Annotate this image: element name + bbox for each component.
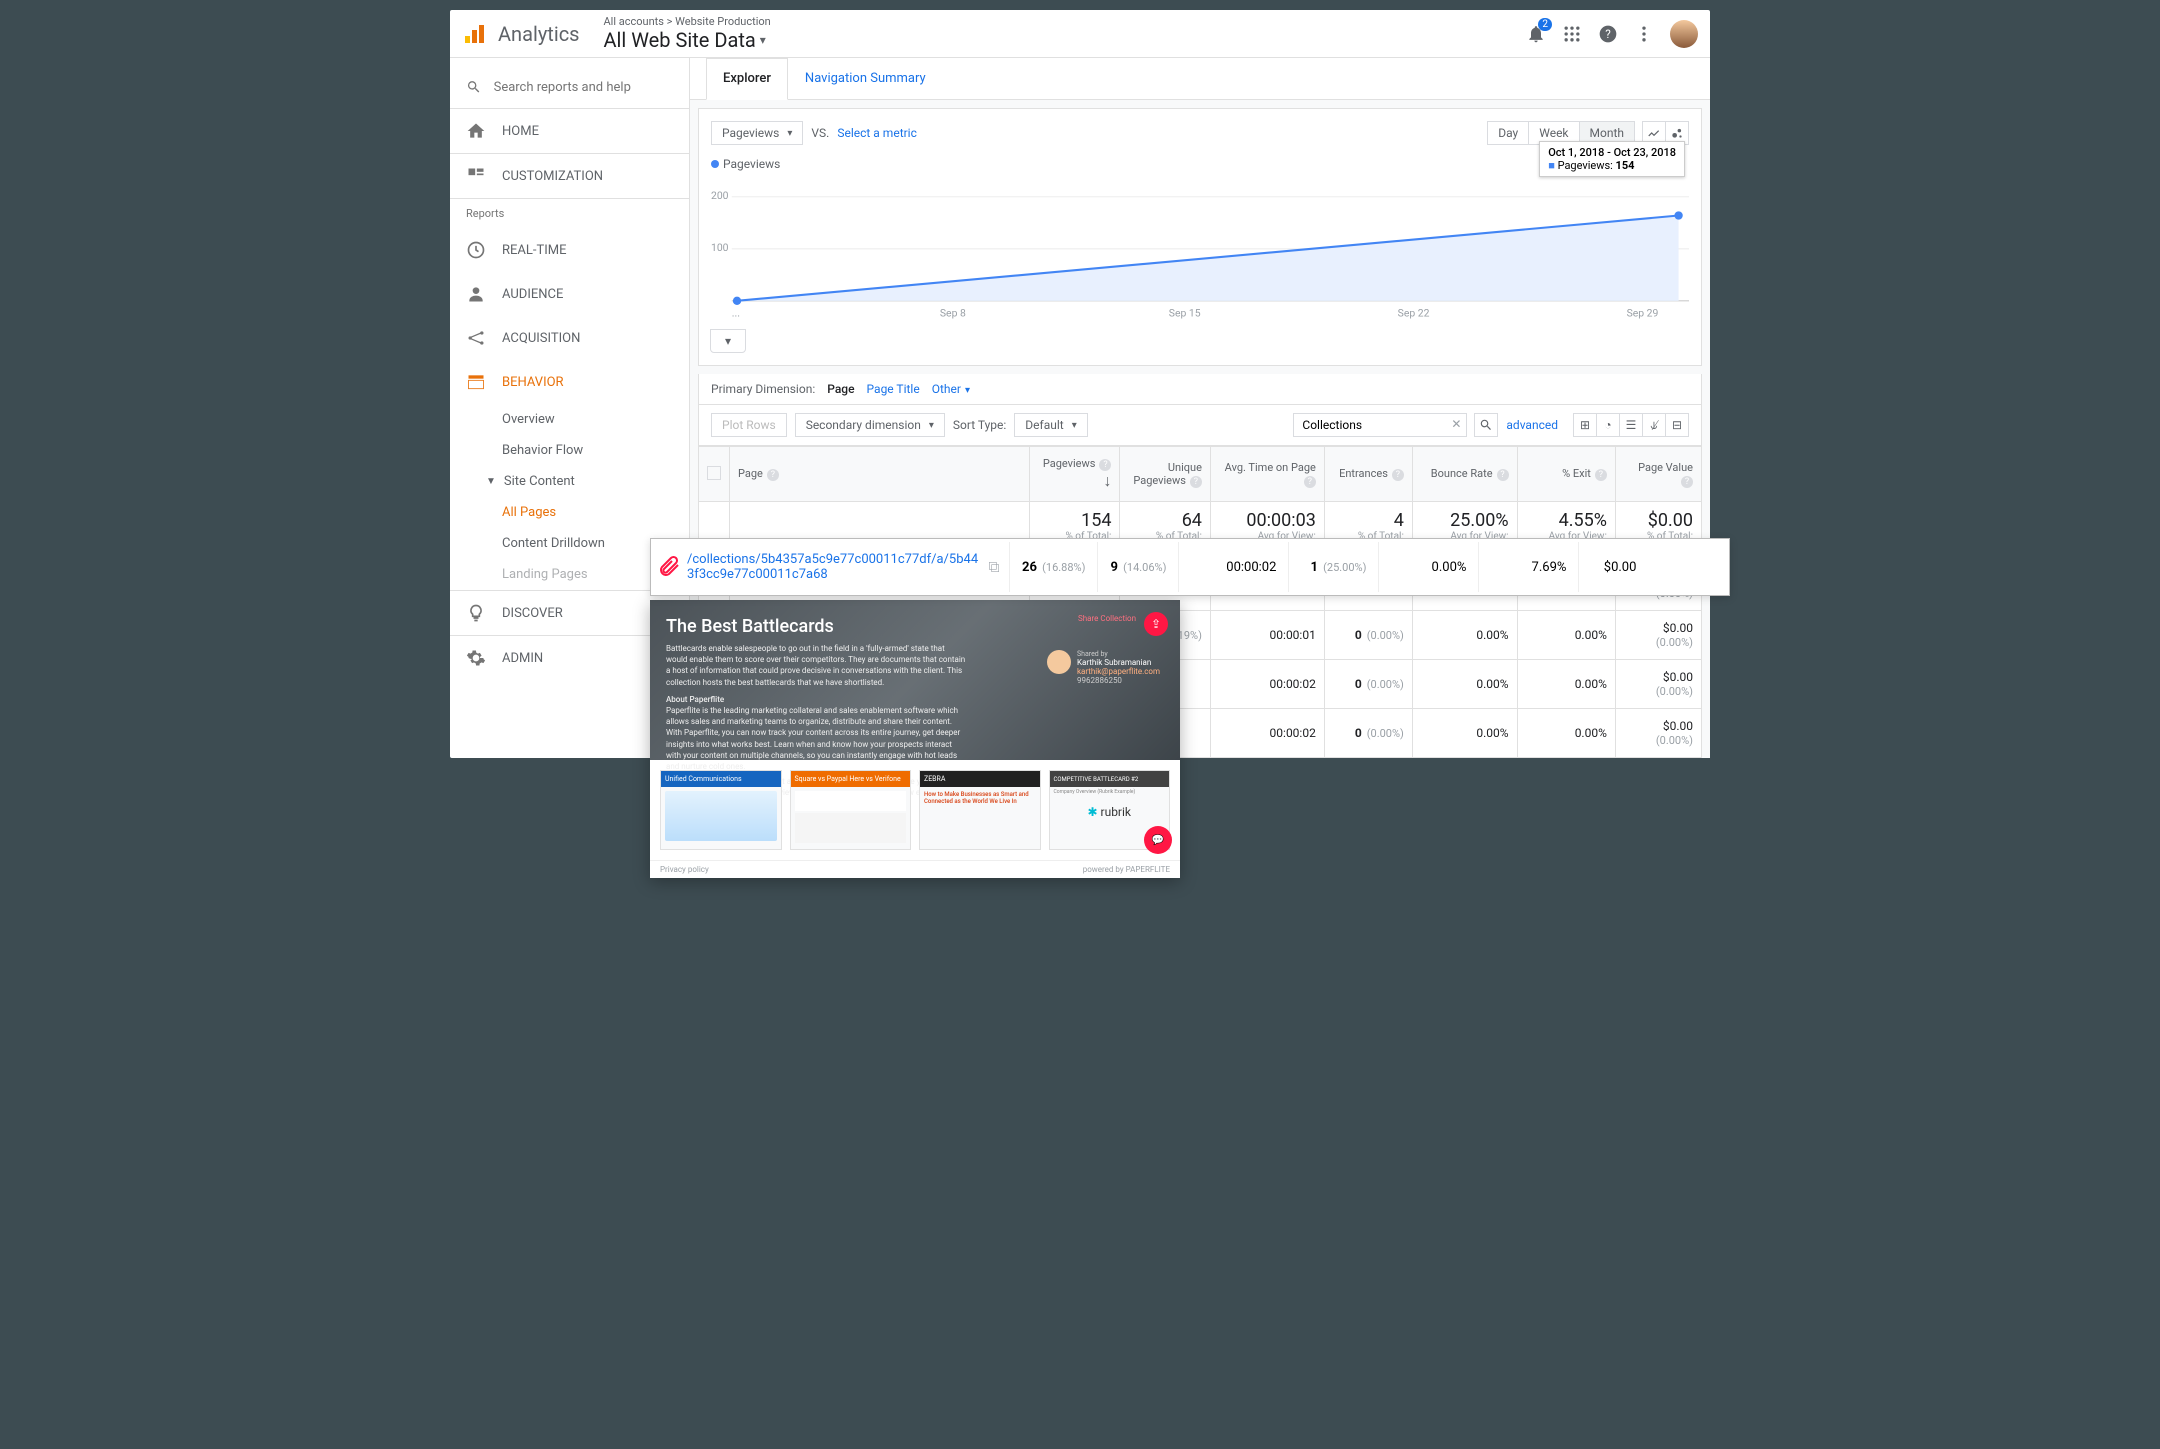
col-unique[interactable]: Unique Pageviews? xyxy=(1120,447,1210,502)
overlay-para2: Paperflite is the leading marketing coll… xyxy=(666,705,966,772)
col-bounce[interactable]: Bounce Rate? xyxy=(1412,447,1517,502)
dim-other[interactable]: Other xyxy=(932,382,970,396)
behavior-icon xyxy=(466,372,486,392)
paperclip-icon xyxy=(657,555,681,579)
legend-dot xyxy=(711,160,719,168)
col-avgtime[interactable]: Avg. Time on Page? xyxy=(1210,447,1324,502)
col-exit[interactable]: % Exit? xyxy=(1517,447,1615,502)
view-compare-icon[interactable]: ⫝̸ xyxy=(1642,413,1666,437)
view-pivot-icon[interactable]: ⊟ xyxy=(1665,413,1689,437)
line-chart: 200 100 ... Sep 8 Sep 15 Sep 22 Sep 29 xyxy=(711,179,1689,329)
plot-rows-button[interactable]: Plot Rows xyxy=(711,413,787,437)
clock-icon xyxy=(466,240,486,260)
svg-text:Sep 8: Sep 8 xyxy=(940,306,966,319)
secondary-dim-button[interactable]: Secondary dimension xyxy=(795,413,945,437)
col-page[interactable]: Page? xyxy=(730,447,1030,502)
svg-text:Sep 29: Sep 29 xyxy=(1627,306,1659,319)
open-icon[interactable] xyxy=(987,560,1001,574)
col-pageviews[interactable]: Pageviews?↓ xyxy=(1030,447,1120,502)
acquisition-icon xyxy=(466,328,486,348)
dashboard-icon xyxy=(466,166,486,186)
help-icon[interactable]: ? xyxy=(1598,24,1618,44)
svg-text:Sep 15: Sep 15 xyxy=(1169,306,1201,319)
view-pie-icon[interactable]: ◔ xyxy=(1596,413,1620,437)
search-row[interactable] xyxy=(450,66,689,108)
svg-text:...: ... xyxy=(732,306,740,319)
apps-icon[interactable] xyxy=(1562,24,1582,44)
nav-behavior[interactable]: BEHAVIOR xyxy=(450,360,689,404)
tabs: Explorer Navigation Summary xyxy=(690,58,1710,100)
time-day[interactable]: Day xyxy=(1487,121,1529,145)
gear-icon xyxy=(466,648,486,668)
search-button[interactable] xyxy=(1474,413,1498,437)
overlay-about: About Paperflite xyxy=(666,694,966,705)
sub-behavior-flow[interactable]: Behavior Flow xyxy=(450,435,689,466)
sub-all-pages[interactable]: All Pages xyxy=(450,497,689,528)
collection-preview-card: ⇪ Share Collection The Best Battlecards … xyxy=(650,600,1180,878)
select-all-checkbox[interactable] xyxy=(707,466,721,480)
svg-text:100: 100 xyxy=(711,241,729,254)
sub-site-content[interactable]: ▼Site Content xyxy=(450,466,689,497)
nav-reports-label: Reports xyxy=(450,199,689,228)
filter-row: Plot Rows Secondary dimension Sort Type:… xyxy=(698,405,1702,446)
sort-type-button[interactable]: Default xyxy=(1014,413,1087,437)
search-icon xyxy=(466,78,482,96)
nav-home[interactable]: HOME xyxy=(450,109,689,153)
bulb-icon xyxy=(466,603,486,623)
chart-tooltip: Oct 1, 2018 - Oct 23, 2018 ■ Pageviews: … xyxy=(1539,141,1685,177)
svg-text:?: ? xyxy=(1605,27,1611,41)
view-selector[interactable]: All Web Site Data▾ xyxy=(604,28,1527,52)
app-window: Analytics All accounts > Website Product… xyxy=(450,10,1710,758)
chart-panel: Pageviews VS. Select a metric Day Week M… xyxy=(698,108,1702,366)
nav-acquisition[interactable]: ACQUISITION xyxy=(450,316,689,360)
overlay-footer: Privacy policy powered by PAPERFLITE xyxy=(650,860,1180,878)
overlay-title: The Best Battlecards xyxy=(666,616,1164,637)
more-icon[interactable] xyxy=(1634,24,1654,44)
filter-search-input[interactable] xyxy=(1293,413,1467,437)
breadcrumb: All accounts > Website Production All We… xyxy=(604,15,1527,52)
author-avatar xyxy=(1047,650,1071,674)
analytics-logo-icon xyxy=(462,22,486,46)
search-input[interactable] xyxy=(494,80,673,95)
svg-text:200: 200 xyxy=(711,189,729,202)
breadcrumb-top[interactable]: All accounts > Website Production xyxy=(604,15,1527,28)
privacy-link[interactable]: Privacy policy xyxy=(660,865,709,874)
author-block: Shared by Karthik Subramanian karthik@pa… xyxy=(1047,650,1160,685)
user-avatar[interactable] xyxy=(1670,20,1698,48)
col-value[interactable]: Page Value? xyxy=(1615,447,1701,502)
chat-bubble-icon[interactable]: 💬 xyxy=(1144,826,1172,854)
person-icon xyxy=(466,284,486,304)
dim-page-title[interactable]: Page Title xyxy=(867,382,920,396)
home-icon xyxy=(466,121,486,141)
advanced-link[interactable]: advanced xyxy=(1506,418,1558,432)
highlight-row: /collections/5b4357a5c9e77c00011c77df/a/… xyxy=(650,538,1730,596)
nav-customization[interactable]: CUSTOMIZATION xyxy=(450,154,689,198)
view-bar-icon[interactable]: ☰ xyxy=(1619,413,1643,437)
dim-page[interactable]: Page xyxy=(827,382,854,396)
select-metric-link[interactable]: Select a metric xyxy=(837,126,917,140)
tab-explorer[interactable]: Explorer xyxy=(706,58,788,100)
thumb-1[interactable]: Unified Communications xyxy=(660,770,782,850)
chart-expand-icon[interactable]: ▾ xyxy=(710,329,746,353)
nav-audience[interactable]: AUDIENCE xyxy=(450,272,689,316)
view-table-icon[interactable]: ⊞ xyxy=(1573,413,1597,437)
tab-nav-summary[interactable]: Navigation Summary xyxy=(788,58,943,99)
logo-text: Analytics xyxy=(498,22,580,46)
col-entrances[interactable]: Entrances? xyxy=(1324,447,1412,502)
thumb-2[interactable]: Square vs Paypal Here vs Verifone xyxy=(790,770,912,850)
header-actions: 2 ? xyxy=(1526,20,1698,48)
overlay-para1: Battlecards enable salespeople to go out… xyxy=(666,643,966,688)
svg-text:Sep 22: Sep 22 xyxy=(1398,306,1430,319)
notification-badge: 2 xyxy=(1538,18,1552,31)
thumbnail-strip: Unified Communications Square vs Paypal … xyxy=(650,760,1180,860)
metric-select[interactable]: Pageviews xyxy=(711,121,803,145)
highlight-url[interactable]: /collections/5b4357a5c9e77c00011c77df/a/… xyxy=(687,552,987,582)
sub-overview[interactable]: Overview xyxy=(450,404,689,435)
notifications-icon[interactable]: 2 xyxy=(1526,24,1546,44)
header: Analytics All accounts > Website Product… xyxy=(450,10,1710,58)
clear-search-icon[interactable]: ✕ xyxy=(1451,417,1461,431)
thumb-3[interactable]: ZEBRAHow to Make Businesses as Smart and… xyxy=(919,770,1041,850)
nav-realtime[interactable]: REAL-TIME xyxy=(450,228,689,272)
dimension-row: Primary Dimension: Page Page Title Other xyxy=(698,374,1702,405)
